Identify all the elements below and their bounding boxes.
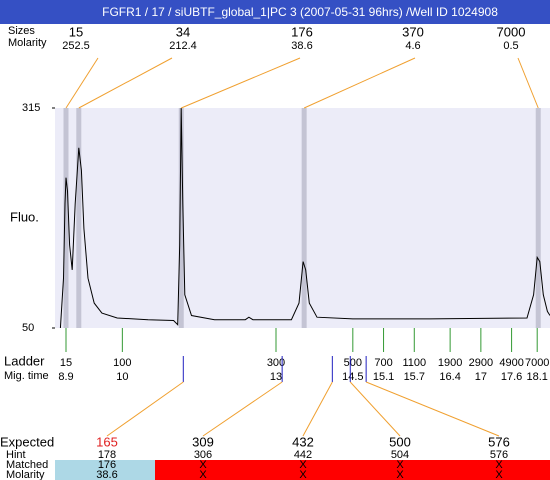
peak-band xyxy=(535,108,541,328)
ladder-size: 4900 xyxy=(499,357,523,369)
ladder-mig-time: 17 xyxy=(475,371,487,383)
expected-size: 309 xyxy=(192,434,214,449)
matched: X xyxy=(299,459,307,471)
y-axis-label: Fluo. xyxy=(10,209,39,224)
molarity-label: Molarity xyxy=(8,37,47,49)
expected-link xyxy=(349,381,401,437)
peak-molarity: 252.5 xyxy=(62,40,90,52)
molarity: X xyxy=(199,469,207,480)
matched: X xyxy=(396,459,404,471)
y-tick-label: 315 xyxy=(22,102,40,114)
peak-link xyxy=(78,57,173,109)
peak-link xyxy=(517,57,539,109)
expected-link xyxy=(106,381,184,437)
ladder-label: Ladder xyxy=(4,353,45,368)
hint: 442 xyxy=(294,449,312,461)
matched: 176 xyxy=(98,459,116,471)
matched-label: Matched xyxy=(6,459,48,471)
unmatched-cells xyxy=(155,460,550,480)
expected-link xyxy=(302,381,333,437)
expected-link xyxy=(365,381,500,437)
ladder-mig-time: 16.4 xyxy=(439,371,460,383)
hint: 576 xyxy=(490,449,508,461)
ladder-mig-time: 10 xyxy=(116,371,128,383)
hint: 504 xyxy=(391,449,409,461)
ladder-mig-time: 17.6 xyxy=(501,371,522,383)
header-title: FGFR1 / 17 / siUBTF_global_1|PC 3 (2007-… xyxy=(102,5,498,19)
peak-size: 370 xyxy=(402,24,424,39)
hint: 306 xyxy=(194,449,212,461)
peak-molarity: 212.4 xyxy=(169,40,197,52)
peak-band xyxy=(178,108,184,328)
header-bar xyxy=(0,0,550,24)
ladder-size: 15 xyxy=(60,357,72,369)
peak-molarity: 0.5 xyxy=(503,40,518,52)
expected-link xyxy=(202,381,283,437)
y-tick-label: 50 xyxy=(22,322,34,334)
expected-size: 500 xyxy=(389,434,411,449)
peak-link xyxy=(303,57,416,109)
ladder-mig-time: 8.9 xyxy=(58,371,73,383)
expected-size: 576 xyxy=(488,434,510,449)
hint: 178 xyxy=(98,449,116,461)
size-label: Sizes xyxy=(8,25,35,37)
matched-cell xyxy=(55,460,155,480)
molarity: X xyxy=(299,469,307,480)
ladder-mig-time: 15.1 xyxy=(373,371,394,383)
expected-label: Expected xyxy=(0,434,54,449)
ladder-mig-time: 14.5 xyxy=(342,371,363,383)
peak-molarity: 38.6 xyxy=(291,40,312,52)
ladder-mig-time: 18.1 xyxy=(526,371,547,383)
expected-size: 165 xyxy=(96,434,118,449)
ladder-size: 500 xyxy=(344,357,362,369)
mig-label: Mig. time xyxy=(4,370,49,382)
molarity: X xyxy=(396,469,404,480)
molarity-row-label: Molarity xyxy=(6,469,45,480)
molarity: X xyxy=(495,469,503,480)
trace xyxy=(59,107,550,329)
matched: X xyxy=(199,459,207,471)
matched: X xyxy=(495,459,503,471)
peak-molarity: 4.6 xyxy=(405,40,420,52)
peak-size: 176 xyxy=(291,24,313,39)
peak-band xyxy=(76,108,82,328)
molarity: 38.6 xyxy=(96,469,117,480)
ladder-mig-time: 15.7 xyxy=(404,371,425,383)
ladder-size: 1100 xyxy=(402,357,426,369)
peak-band xyxy=(301,108,307,328)
ladder-size: 300 xyxy=(267,357,285,369)
expected-size: 432 xyxy=(292,434,314,449)
peak-band xyxy=(63,108,69,328)
peak-size: 7000 xyxy=(497,24,526,39)
peak-link xyxy=(65,57,99,109)
peak-size: 34 xyxy=(176,24,190,39)
ladder-size: 100 xyxy=(113,357,131,369)
ladder-size: 2900 xyxy=(469,357,493,369)
hint-label: Hint xyxy=(6,449,26,461)
peak-link xyxy=(181,57,301,109)
ladder-size: 7000 xyxy=(525,357,549,369)
ladder-size: 700 xyxy=(374,357,392,369)
ladder-mig-time: 13 xyxy=(270,371,282,383)
ladder-size: 1900 xyxy=(438,357,462,369)
peak-size: 15 xyxy=(69,24,83,39)
